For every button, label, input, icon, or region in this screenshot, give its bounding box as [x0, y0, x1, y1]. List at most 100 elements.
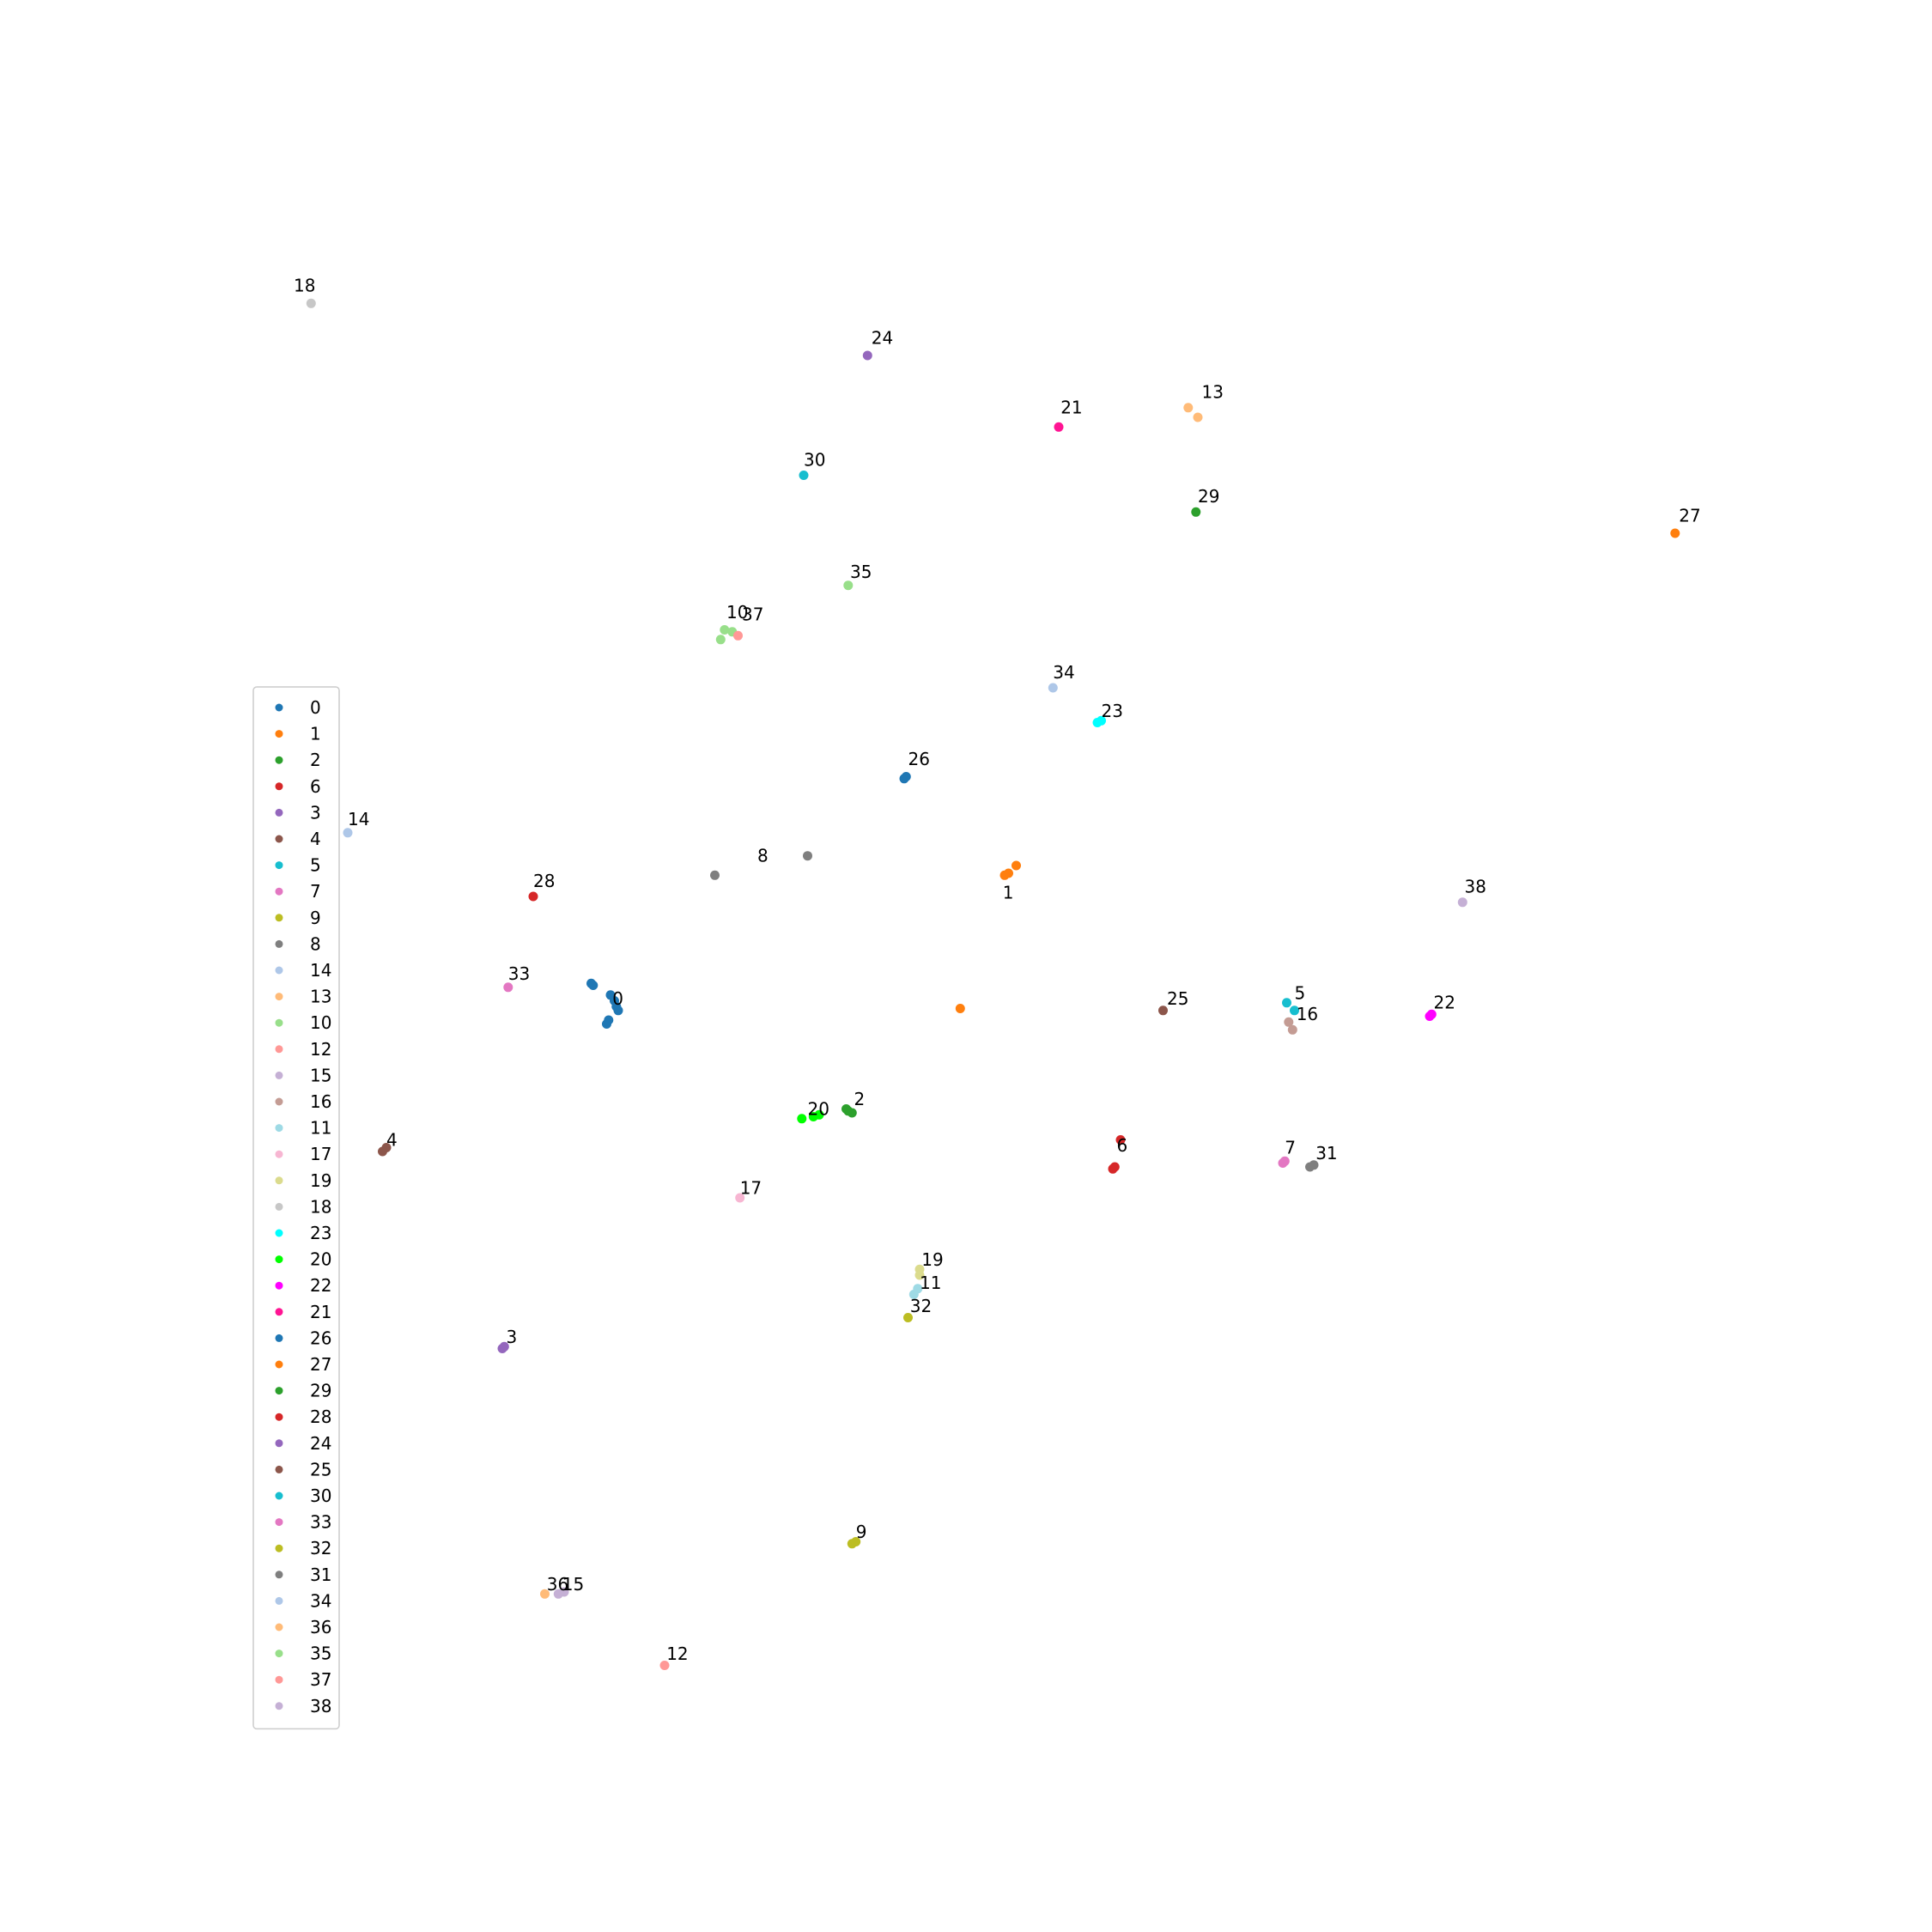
cluster-label-5: 5: [1295, 982, 1306, 1003]
cluster-label-1: 1: [1003, 882, 1014, 902]
legend-item-29: 29: [275, 1381, 331, 1401]
legend-marker-8: [275, 939, 283, 948]
cluster-label-23: 23: [1102, 701, 1123, 721]
scatter-point-cluster-0: [613, 1005, 623, 1016]
legend-marker-25: [275, 1465, 283, 1473]
legend-item-20: 20: [275, 1249, 331, 1270]
legend-marker-19: [275, 1176, 283, 1185]
legend-label-6: 6: [310, 776, 321, 797]
legend-item-38: 38: [275, 1696, 331, 1716]
scatter-point-cluster-21: [1054, 422, 1064, 432]
legend-item-33: 33: [275, 1512, 331, 1533]
legend-item-37: 37: [275, 1669, 331, 1690]
legend-item-27: 27: [275, 1354, 331, 1375]
legend-label-3: 3: [310, 802, 321, 823]
legend-marker-10: [275, 1018, 283, 1027]
legend-marker-1: [275, 730, 283, 738]
scatter-point-cluster-8: [803, 851, 812, 861]
legend-marker-11: [275, 1124, 283, 1133]
legend-item-17: 17: [275, 1144, 331, 1164]
cluster-label-7: 7: [1285, 1137, 1296, 1157]
legend-marker-16: [275, 1097, 283, 1106]
cluster-label-19: 19: [921, 1249, 943, 1270]
scatter-point-cluster-0: [602, 1019, 611, 1029]
legend-label-34: 34: [310, 1590, 331, 1611]
cluster-label-18: 18: [294, 276, 315, 296]
legend-item-21: 21: [275, 1302, 331, 1322]
legend-marker-29: [275, 1387, 283, 1395]
legend-marker-22: [275, 1281, 283, 1290]
legend-item-1: 1: [275, 724, 321, 744]
legend-item-36: 36: [275, 1617, 331, 1637]
legend-label-36: 36: [310, 1617, 331, 1637]
legend-marker-24: [275, 1439, 283, 1448]
legend-marker-21: [275, 1308, 283, 1316]
legend-label-0: 0: [310, 697, 321, 718]
legend-label-33: 33: [310, 1512, 331, 1533]
legend-marker-34: [275, 1596, 283, 1605]
legend-marker-28: [275, 1413, 283, 1421]
legend-item-19: 19: [275, 1170, 331, 1191]
scatter-point-cluster-14: [343, 828, 353, 838]
legend-marker-23: [275, 1229, 283, 1237]
legend-label-37: 37: [310, 1669, 331, 1690]
cluster-label-26: 26: [908, 749, 930, 769]
scatter-point-cluster-20: [797, 1114, 807, 1124]
legend-items: 0126345798141310121516111719182320222126…: [275, 697, 331, 1716]
legend-label-29: 29: [310, 1381, 331, 1401]
legend-marker-7: [275, 887, 283, 896]
legend-marker-6: [275, 782, 283, 791]
legend-marker-20: [275, 1255, 283, 1264]
legend-box: [252, 686, 340, 1730]
legend-item-18: 18: [275, 1196, 331, 1217]
legend-marker-33: [275, 1518, 283, 1527]
legend-label-20: 20: [310, 1249, 331, 1270]
legend-marker-36: [275, 1623, 283, 1631]
scatter-point-cluster-20: [814, 1109, 824, 1120]
legend-marker-31: [275, 1571, 283, 1579]
legend-marker-35: [275, 1649, 283, 1658]
cluster-label-32: 32: [910, 1296, 932, 1316]
scatter-point-cluster-38: [1457, 897, 1467, 908]
cluster-label-13: 13: [1202, 382, 1224, 403]
cluster-label-34: 34: [1053, 662, 1074, 683]
cluster-label-37: 37: [742, 604, 763, 624]
legend-marker-32: [275, 1544, 283, 1552]
legend-label-28: 28: [310, 1406, 331, 1427]
legend-label-1: 1: [310, 724, 321, 744]
legend-label-8: 8: [310, 933, 321, 954]
scatter-point-cluster-1: [955, 1004, 965, 1013]
legend-label-5: 5: [310, 855, 321, 876]
legend-label-13: 13: [310, 987, 331, 1007]
legend-marker-26: [275, 1334, 283, 1342]
legend-item-34: 34: [275, 1590, 331, 1611]
scatter-point-cluster-13: [1183, 403, 1194, 413]
cluster-label-3: 3: [507, 1327, 518, 1347]
legend-label-2: 2: [310, 750, 321, 770]
cluster-label-12: 12: [666, 1643, 688, 1664]
legend-marker-37: [275, 1675, 283, 1684]
legend-item-31: 31: [275, 1564, 331, 1585]
cluster-label-11: 11: [920, 1273, 941, 1293]
legend-item-28: 28: [275, 1406, 331, 1427]
legend-marker-17: [275, 1150, 283, 1158]
cluster-label-6: 6: [1117, 1135, 1128, 1156]
scatter-point-cluster-5: [1282, 998, 1291, 1008]
cluster-label-8: 8: [757, 846, 769, 866]
cluster-label-10: 10: [726, 602, 748, 623]
scatter-point-cluster-34: [1048, 683, 1058, 693]
legend-label-24: 24: [310, 1433, 331, 1454]
cluster-label-33: 33: [508, 963, 530, 984]
legend-label-35: 35: [310, 1643, 331, 1664]
scatter-point-cluster-16: [1287, 1024, 1297, 1035]
legend: 0126345798141310121516111719182320222126…: [252, 686, 340, 1730]
cluster-label-2: 2: [854, 1089, 866, 1109]
scatter-point-cluster-37: [733, 630, 743, 641]
scatter-point-cluster-19: [914, 1270, 925, 1280]
legend-marker-12: [275, 1045, 283, 1054]
legend-label-14: 14: [310, 960, 331, 981]
cluster-label-35: 35: [850, 562, 872, 582]
scatter-point-cluster-12: [659, 1661, 670, 1670]
legend-label-22: 22: [310, 1275, 331, 1296]
legend-item-14: 14: [275, 960, 331, 981]
